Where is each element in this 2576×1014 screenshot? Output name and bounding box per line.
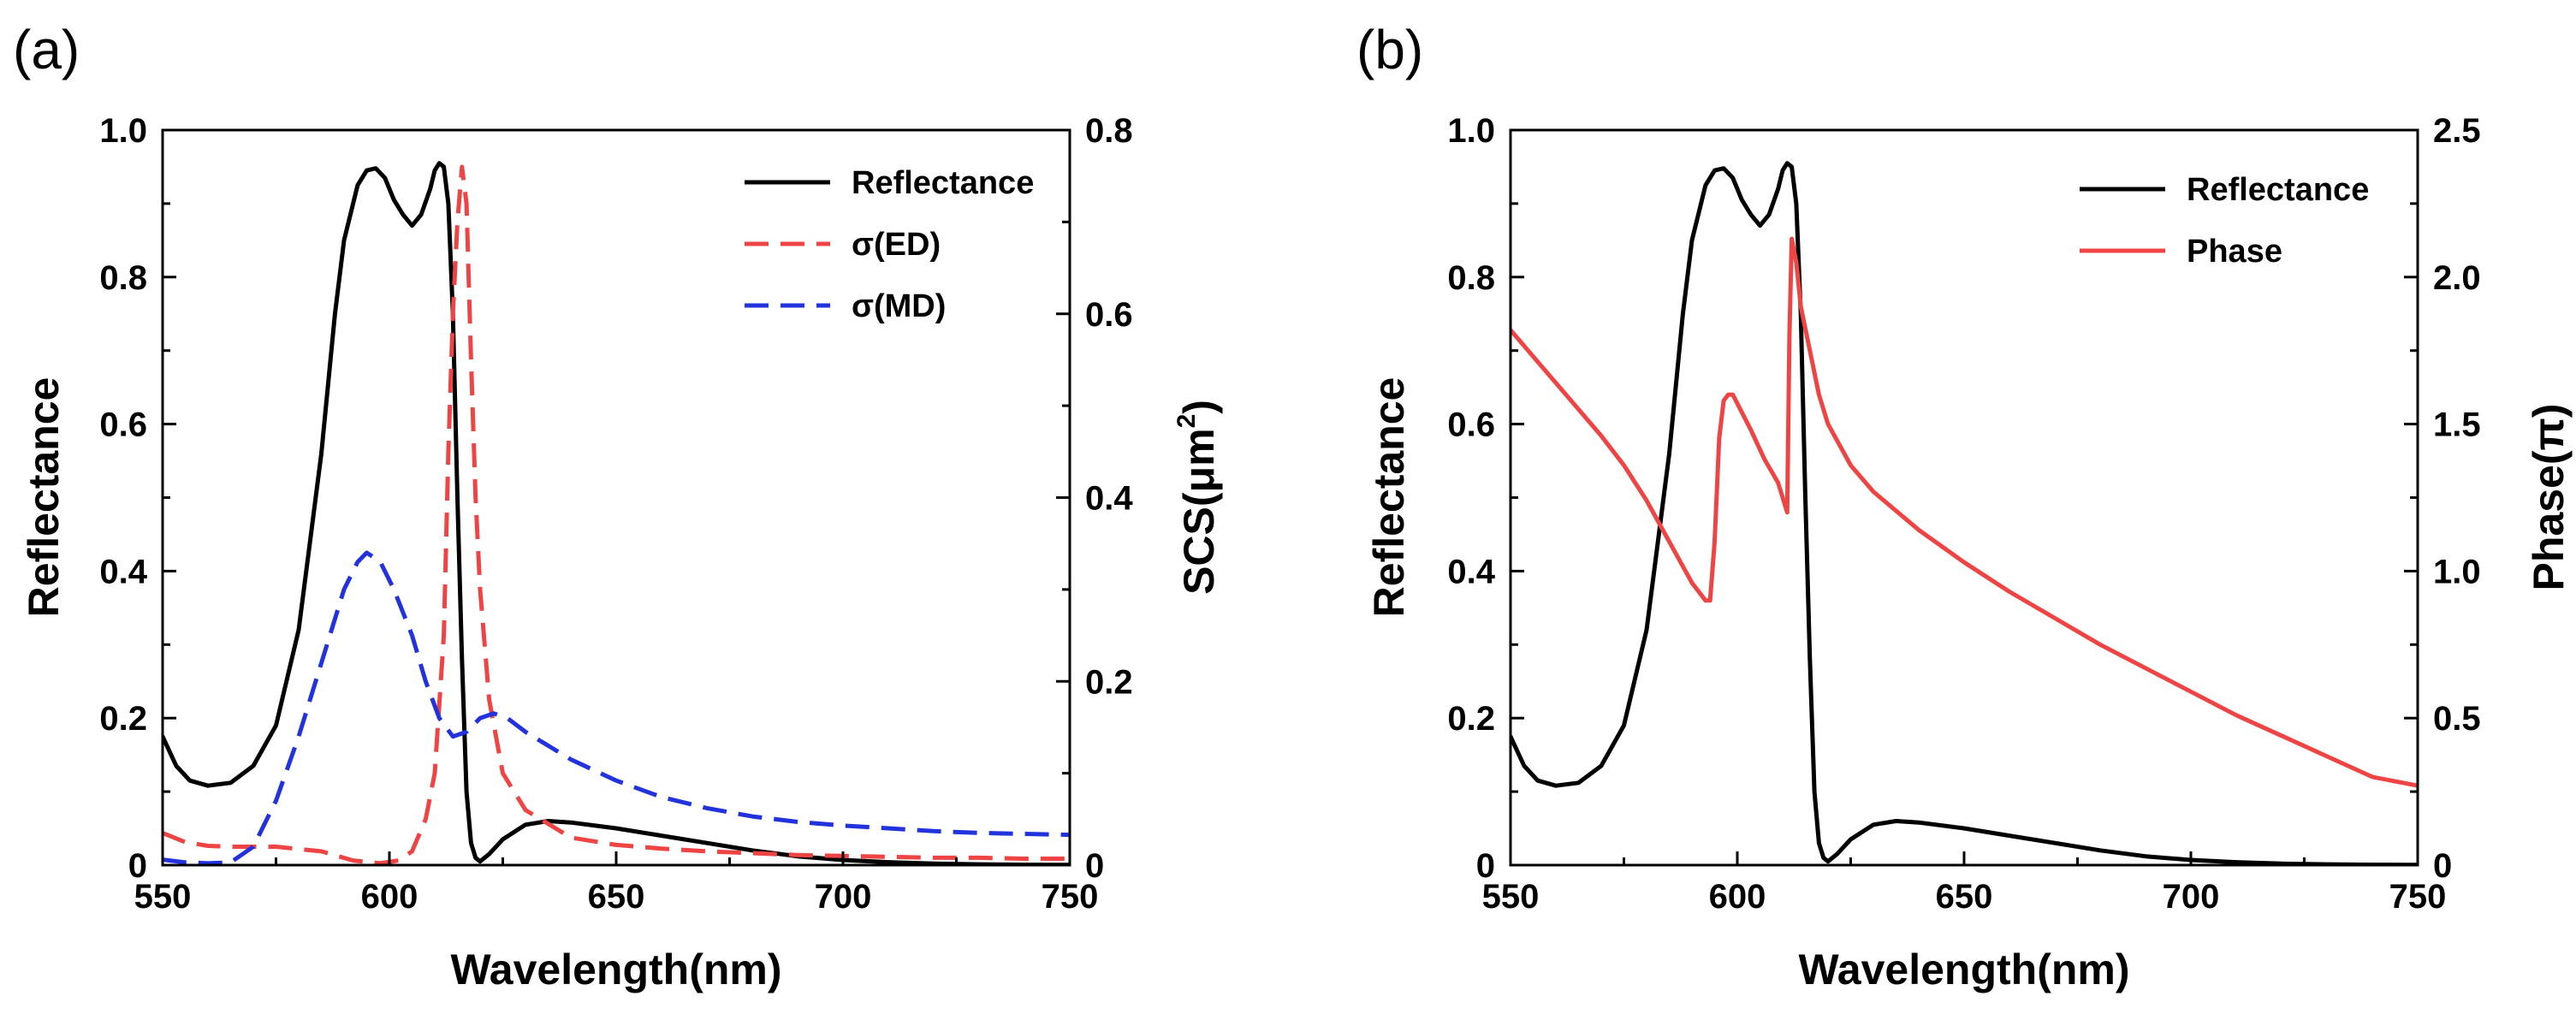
legend: Reflectance σ(ED) σ(MD) xyxy=(745,165,1034,324)
x-axis-title: Wavelength(nm) xyxy=(450,946,781,993)
x-tick-label: 650 xyxy=(1936,878,1993,916)
curves-group xyxy=(163,161,1070,865)
legend-label-md: σ(MD) xyxy=(852,288,946,324)
y-axis-title-right: Phase(π) xyxy=(2525,404,2573,591)
series-line-phase xyxy=(1511,236,2418,788)
y-tick-label-left: 0 xyxy=(1476,847,1495,885)
ticks-group: 550 600 650 700 75000.20.40.60.81.000.20.40.… xyxy=(99,112,1133,916)
y-tick-label-right: 0.5 xyxy=(2433,700,2481,738)
y-tick-label-left: 0.4 xyxy=(99,553,147,590)
y-tick-label-left: 0.4 xyxy=(1447,553,1495,590)
ticks-group: 550 600 650 700 75000.20.40.60.81.000.51.01.… xyxy=(1447,112,2480,916)
series-line-reflectance xyxy=(163,161,1070,865)
curves-group xyxy=(1511,161,2418,865)
legend-label-reflectance: Reflectance xyxy=(2187,172,2369,208)
panel-b: (b) 550 600 650 700 75000.20.40.60.81.000.51… xyxy=(1356,19,2573,993)
y-axis-title-right-end: ) xyxy=(1175,400,1223,414)
y-axis-title-right-sup: 2 xyxy=(1172,414,1201,429)
y-tick-label-right: 1.0 xyxy=(2433,553,2481,590)
y-tick-label-right: 0.4 xyxy=(1085,480,1133,518)
legend-label-phase: Phase xyxy=(2187,234,2282,270)
y-tick-label-right: 0.8 xyxy=(1085,112,1133,150)
legend-label-reflectance: Reflectance xyxy=(852,165,1034,201)
y-tick-label-right: 0 xyxy=(1085,847,1104,885)
y-tick-label-left: 0.6 xyxy=(99,406,147,444)
x-tick-label: 700 xyxy=(815,878,872,916)
x-tick-label: 600 xyxy=(1709,878,1766,916)
y-tick-label-left: 0 xyxy=(128,847,147,885)
x-tick-label: 650 xyxy=(588,878,645,916)
y-tick-label-left: 0.2 xyxy=(99,700,147,738)
y-tick-label-right: 1.5 xyxy=(2433,406,2481,444)
y-tick-label-left: 1.0 xyxy=(99,112,147,150)
y-axis-title-right: SCS(μm2) xyxy=(1172,400,1223,595)
series-line-ed xyxy=(163,164,1070,865)
x-tick-label: 600 xyxy=(361,878,418,916)
x-tick-label: 750 xyxy=(1042,878,1099,916)
x-tick-label: 550 xyxy=(1482,878,1540,916)
y-tick-label-left: 0.6 xyxy=(1447,406,1495,444)
x-tick-label: 750 xyxy=(2389,878,2447,916)
panel-label: (b) xyxy=(1356,19,1423,80)
series-line-reflectance xyxy=(1511,161,2418,865)
y-tick-label-right: 2.5 xyxy=(2433,112,2481,150)
y-tick-label-right: 0.2 xyxy=(1085,663,1133,701)
y-tick-label-left: 0.2 xyxy=(1447,700,1495,738)
panel-label: (a) xyxy=(13,19,80,80)
y-tick-label-left: 1.0 xyxy=(1447,112,1495,150)
x-tick-label: 550 xyxy=(134,878,192,916)
y-tick-label-right: 0.6 xyxy=(1085,296,1133,334)
y-tick-label-right: 2.0 xyxy=(2433,259,2481,297)
y-tick-label-left: 0.8 xyxy=(99,259,147,297)
y-axis-title-left: Reflectance xyxy=(1365,377,1413,618)
legend: Reflectance Phase xyxy=(2080,172,2369,270)
y-tick-label-left: 0.8 xyxy=(1447,259,1495,297)
y-axis-title-right-base: SCS(μm xyxy=(1175,428,1223,595)
panel-a: (a) 550 600 650 700 75000.20.40.60.81.000.20… xyxy=(13,19,1223,993)
series-line-md xyxy=(163,550,1070,865)
x-tick-label: 700 xyxy=(2163,878,2220,916)
y-tick-label-right: 0 xyxy=(2433,847,2452,885)
x-axis-title: Wavelength(nm) xyxy=(1798,946,2129,993)
y-axis-title-left: Reflectance xyxy=(20,377,68,618)
legend-label-ed: σ(ED) xyxy=(852,227,941,263)
